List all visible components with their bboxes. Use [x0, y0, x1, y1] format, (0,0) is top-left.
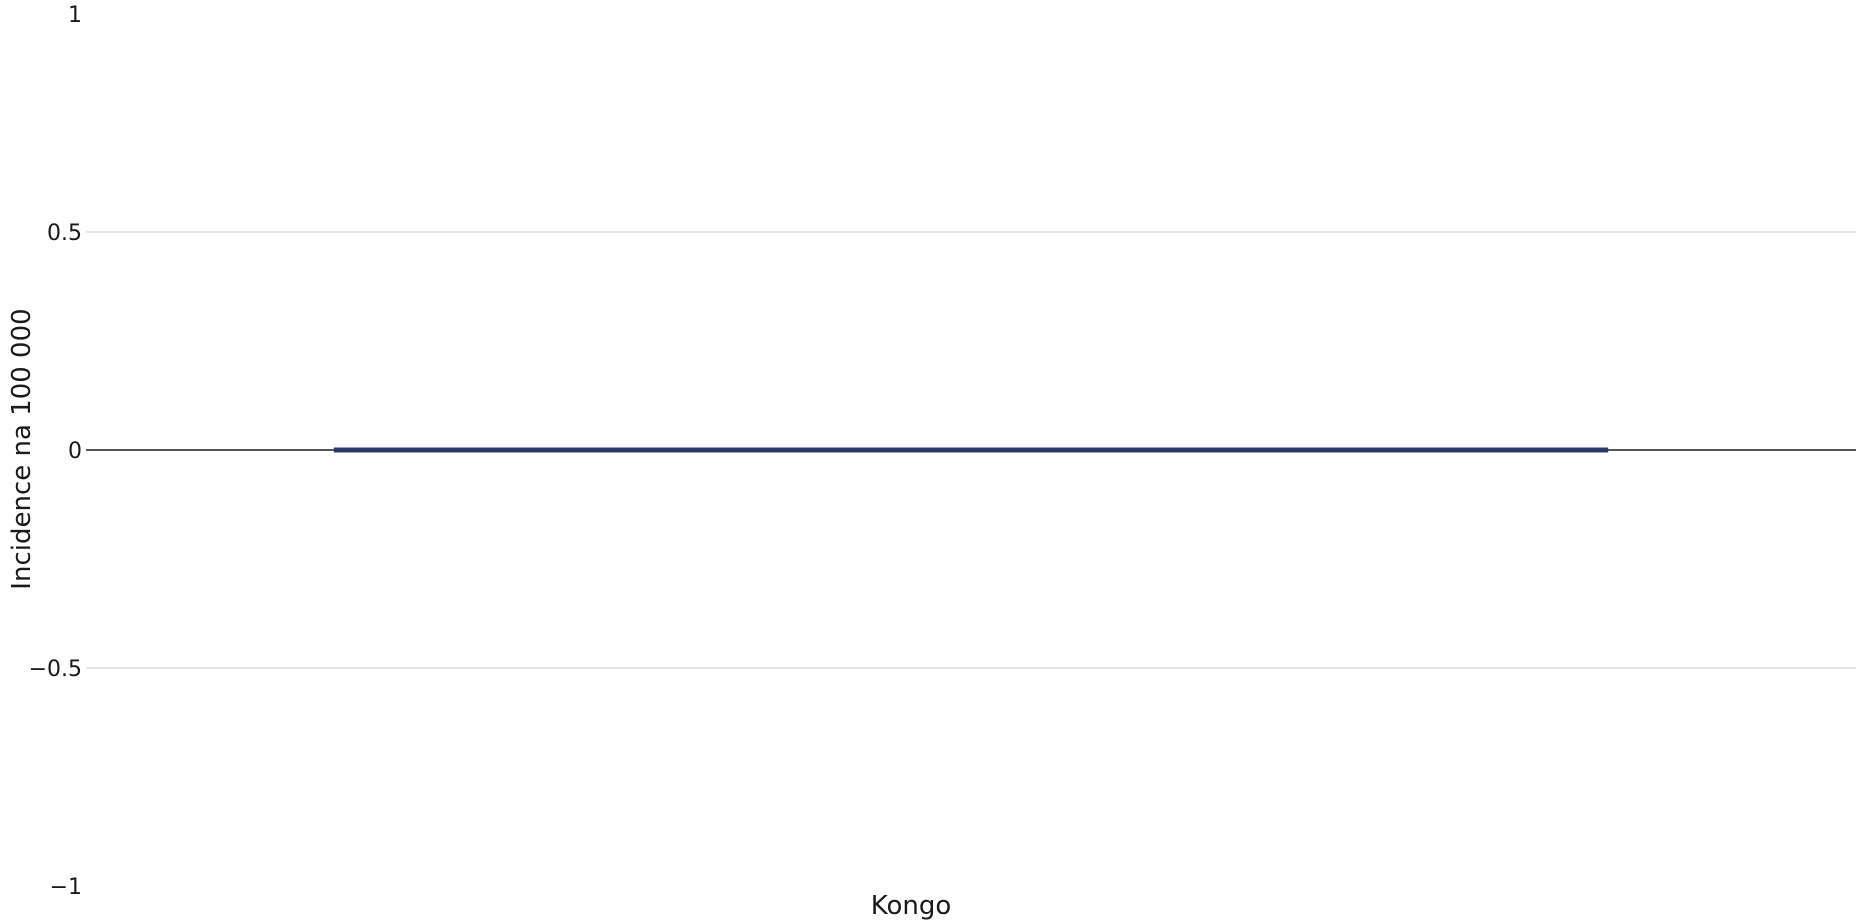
y-tick-label: 0: [68, 439, 82, 464]
y-axis-tick-labels: 1 0.5 0 −0.5 −1: [29, 3, 82, 900]
y-axis-title: Incidence na 100 000: [7, 308, 37, 589]
x-axis-category-labels: Kongo: [871, 891, 952, 921]
bar: [333, 447, 1609, 453]
x-category-label: Kongo: [871, 891, 952, 921]
y-tick-label: −0.5: [29, 657, 82, 682]
y-tick-label: 0.5: [47, 221, 82, 246]
y-tick-label: −1: [50, 875, 82, 900]
gridlines: [86, 231, 1856, 669]
bars: [333, 447, 1609, 453]
y-tick-label: 1: [68, 3, 82, 28]
